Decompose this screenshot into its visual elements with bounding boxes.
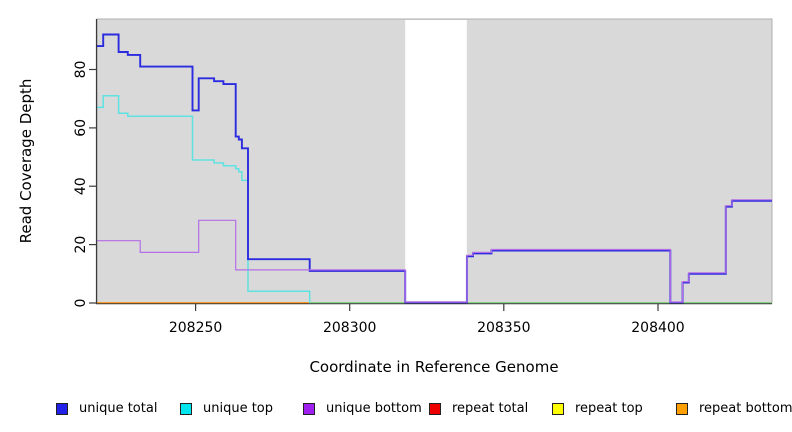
series-unique-bottom [97,199,772,303]
x-tick-label: 208300 [323,320,376,336]
y-tick-label: 20 [73,236,89,254]
y-tick-label: 60 [73,119,89,137]
no-data-band [405,20,467,301]
x-axis-title: Coordinate in Reference Genome [309,358,559,376]
x-tick-label: 208400 [631,320,684,336]
x-tick-label: 208350 [477,320,530,336]
y-tick-label: 80 [73,61,89,79]
y-axis-title: Read Coverage Depth [17,78,35,244]
y-tick-label: 0 [73,299,89,308]
y-tick-label: 40 [73,177,89,195]
x-tick-label: 208250 [169,320,222,336]
